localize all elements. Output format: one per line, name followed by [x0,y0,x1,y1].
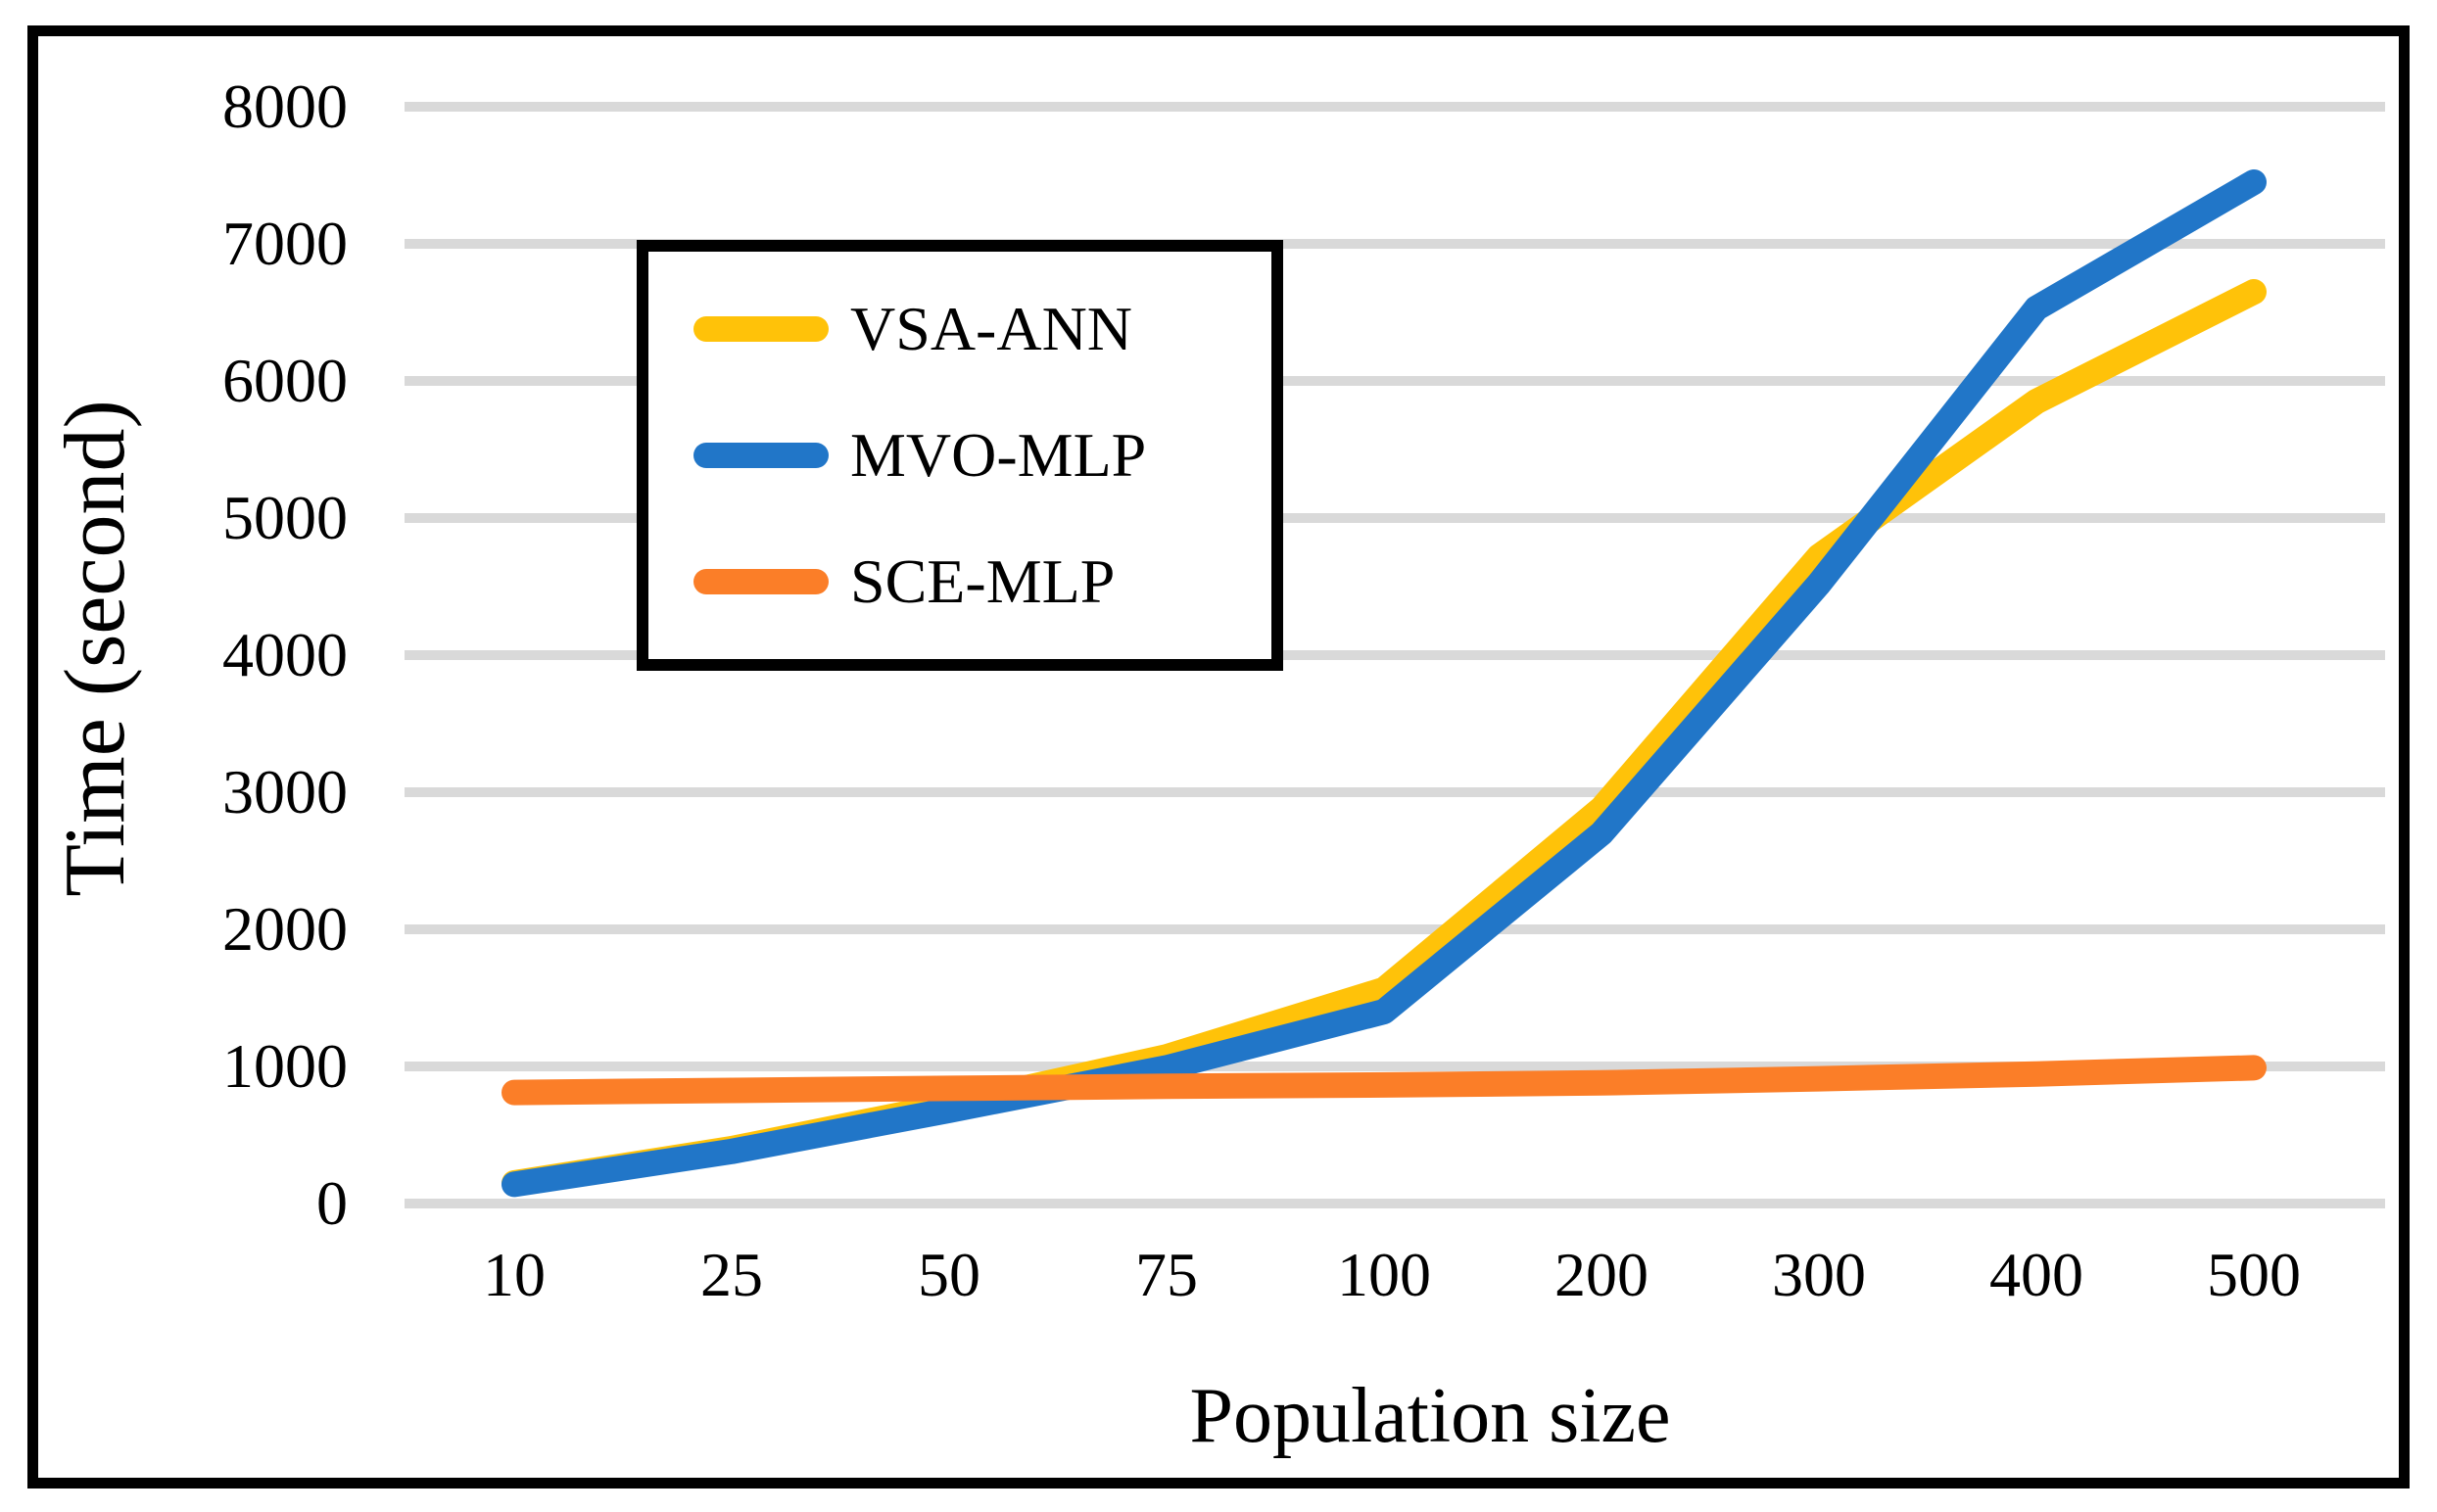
legend-item-vsa-ann: VSA-ANN [693,293,1271,365]
series-line-mvo-mlp [502,169,2267,1198]
x-tick-label: 25 [700,1240,763,1309]
y-tick-label: 5000 [222,483,348,552]
x-tick-label: 200 [1554,1240,1649,1309]
y-tick-label: 2000 [222,894,348,964]
legend: VSA-ANN MVO-MLP SCE-MLP [637,240,1283,671]
x-tick-label: 300 [1772,1240,1866,1309]
legend-label: VSA-ANN [850,293,1132,363]
x-axis-title: Population size [1189,1373,1671,1459]
x-tick-label: 10 [483,1240,546,1309]
x-tick-label: 100 [1337,1240,1431,1309]
y-tick-label: 3000 [222,757,348,827]
y-tick-label: 1000 [222,1031,348,1101]
y-tick-label: 8000 [222,71,348,141]
legend-item-sce-mlp: SCE-MLP [693,545,1271,618]
y-tick-label: 7000 [222,209,348,278]
legend-item-mvo-mlp: MVO-MLP [693,419,1271,492]
series-line-sce-mlp [502,1055,2267,1106]
legend-swatch-vsa-ann [693,315,829,342]
legend-swatch-sce-mlp [693,569,829,595]
y-tick-label: 0 [316,1168,348,1238]
x-tick-label: 75 [1135,1240,1198,1309]
x-tick-label: 500 [2207,1240,2301,1309]
y-tick-label: 4000 [222,620,348,689]
legend-label: SCE-MLP [850,546,1116,617]
x-tick-label: 400 [1989,1240,2083,1309]
legend-label: MVO-MLP [850,419,1147,490]
y-tick-label: 6000 [222,346,348,415]
x-tick-label: 50 [918,1240,980,1309]
legend-swatch-mvo-mlp [693,442,829,468]
